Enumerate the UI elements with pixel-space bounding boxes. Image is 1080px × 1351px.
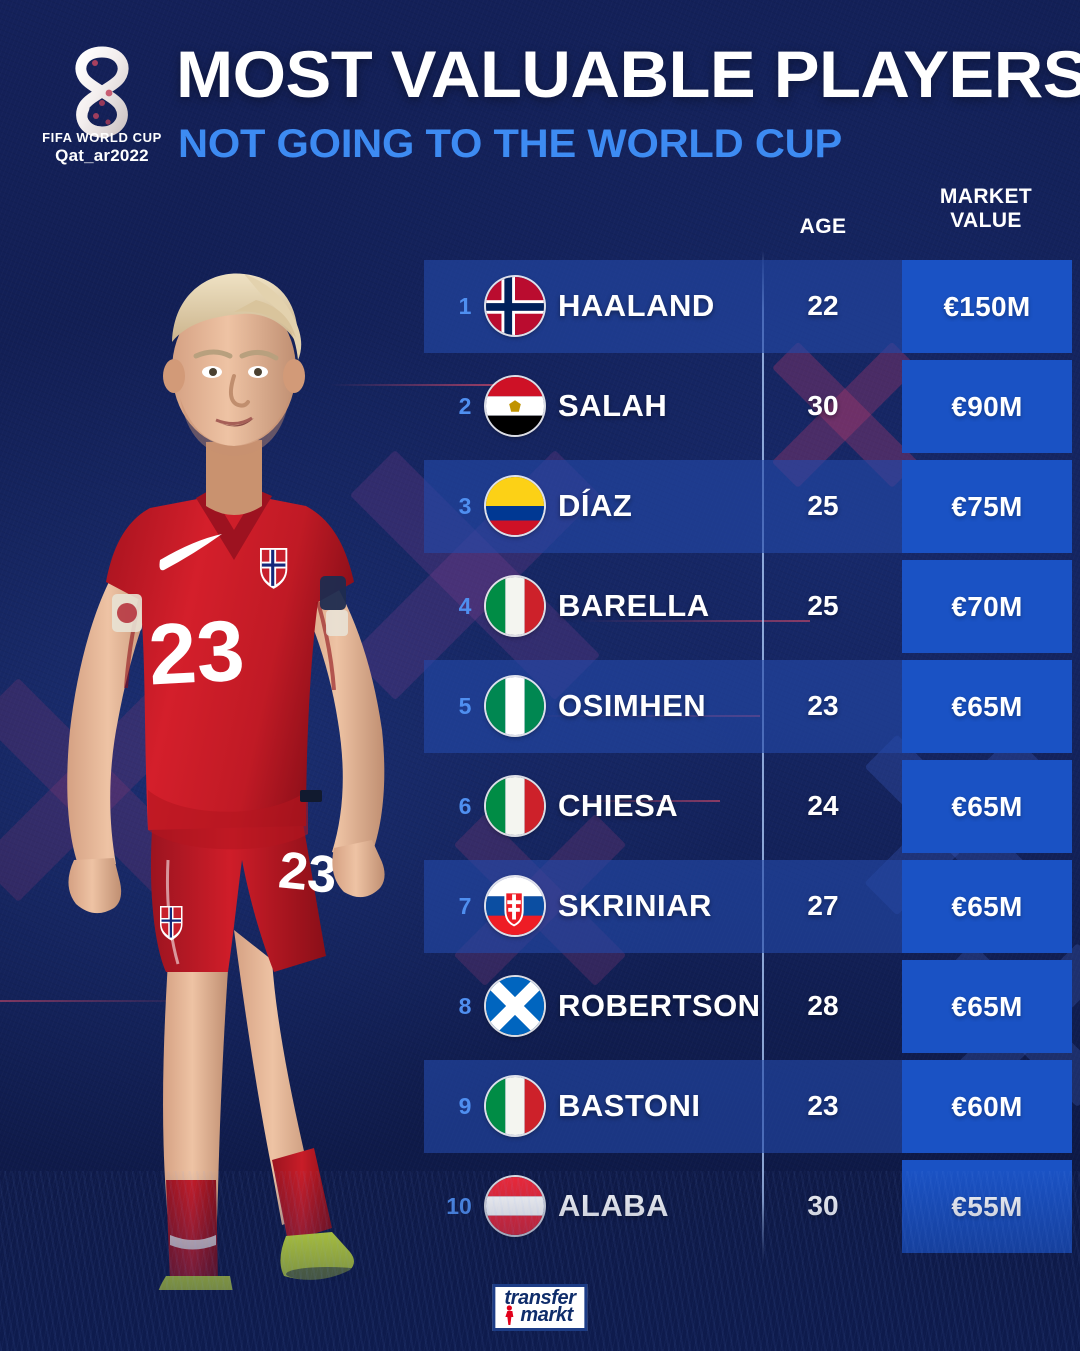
transfermarkt-logo[interactable]: transfer markt — [492, 1284, 588, 1332]
fifa-logo-line1: FIFA WORLD CUP — [42, 130, 162, 145]
row-rank: 1 — [458, 292, 472, 319]
player-market-value: €65M — [902, 860, 1072, 953]
column-header-age: AGE — [799, 215, 847, 238]
leaderboard-table: 1 HAALAND 22 €150M 2 SALAH 30 €90M 3 DÍA… — [424, 256, 1072, 1256]
transfermarkt-logo-line2: markt — [520, 1304, 573, 1327]
table-row[interactable]: 4 BARELLA 25 €70M — [424, 556, 1072, 656]
row-rank: 8 — [458, 992, 472, 1019]
table-row[interactable]: 1 HAALAND 22 €150M — [424, 256, 1072, 356]
player-photo-haaland: 23 — [20, 230, 440, 1323]
player-market-value: €70M — [902, 560, 1072, 653]
table-row[interactable]: 5 OSIMHEN 23 €65M — [424, 656, 1072, 756]
italy-flag-icon — [486, 577, 544, 635]
column-header-market-value: MARKET VALUE — [905, 185, 1067, 232]
row-rank: 9 — [458, 1092, 472, 1119]
player-market-value: €65M — [902, 760, 1072, 853]
streak-line — [560, 800, 720, 802]
player-age: 25 — [807, 490, 839, 521]
table-row[interactable]: 6 CHIESA 24 €65M — [424, 756, 1072, 856]
column-divider — [762, 250, 764, 1262]
player-name: ROBERTSON — [558, 988, 761, 1023]
scotland-flag-icon — [486, 977, 544, 1035]
svg-text:23: 23 — [146, 603, 247, 704]
player-name: BASTONI — [558, 1088, 701, 1123]
colombia-flag-icon — [486, 477, 544, 535]
table-row[interactable]: 8 ROBERTSON 28 €65M — [424, 956, 1072, 1056]
player-name: CHIESA — [558, 788, 679, 823]
player-name: SALAH — [558, 388, 668, 423]
streak-line — [0, 1000, 200, 1002]
player-age: 27 — [807, 890, 839, 921]
player-age: 28 — [807, 990, 839, 1021]
nigeria-flag-icon — [486, 677, 544, 735]
player-market-value: €90M — [902, 360, 1072, 453]
row-rank: 3 — [458, 492, 472, 519]
row-rank: 6 — [458, 792, 472, 819]
column-header-market-value-line1: MARKET — [939, 185, 1033, 208]
row-rank: 7 — [458, 892, 472, 919]
streak-line — [580, 620, 810, 622]
player-name: SKRINIAR — [558, 888, 712, 923]
egypt-flag-icon — [486, 377, 544, 435]
row-rank: 2 — [458, 392, 472, 419]
column-header-market-value-line2: VALUE — [950, 208, 1022, 232]
table-row[interactable]: 3 DÍAZ 25 €75M — [424, 456, 1072, 556]
austria-flag-icon — [486, 1177, 544, 1235]
table-row[interactable]: 7 SKRINIAR 27 €65M — [424, 856, 1072, 956]
table-row[interactable]: 9 BASTONI 23 €60M — [424, 1056, 1072, 1156]
row-rank: 10 — [446, 1192, 472, 1219]
fifa-world-cup-qatar-2022-logo: FIFA WORLD CUP Qat_ar2022 — [36, 44, 168, 174]
player-name: HAALAND — [558, 288, 715, 323]
page-title: MOST VALUABLE PLAYERS — [176, 37, 1080, 111]
player-name: ALABA — [558, 1188, 669, 1223]
player-age: 25 — [807, 590, 839, 621]
norway-flag-icon — [486, 277, 544, 335]
player-market-value: €55M — [902, 1160, 1072, 1253]
player-age: 30 — [807, 390, 839, 421]
slovakia-flag-icon — [486, 877, 544, 935]
transfermarkt-logo-line1: transfer — [504, 1287, 576, 1309]
player-age: 23 — [807, 690, 839, 721]
player-name: DÍAZ — [558, 488, 633, 523]
table-row[interactable]: 2 SALAH 30 €90M — [424, 356, 1072, 456]
player-age: 22 — [807, 290, 839, 321]
qatar-2022-loop-icon — [75, 46, 129, 138]
player-market-value: €65M — [902, 660, 1072, 753]
player-age: 23 — [807, 1090, 839, 1121]
transfermarkt-player-icon — [505, 1305, 514, 1326]
player-name: OSIMHEN — [558, 688, 707, 723]
fifa-logo-line2: Qat_ar2022 — [55, 146, 149, 165]
streak-line — [330, 384, 510, 386]
svg-text:23: 23 — [276, 841, 340, 905]
player-name: BARELLA — [558, 588, 710, 623]
row-rank: 5 — [458, 692, 472, 719]
row-rank: 4 — [458, 592, 472, 619]
player-market-value: €60M — [902, 1060, 1072, 1153]
italy-flag-icon — [486, 1077, 544, 1135]
player-age: 24 — [807, 790, 839, 821]
player-market-value: €65M — [902, 960, 1072, 1053]
player-market-value: €150M — [902, 260, 1072, 353]
page-subtitle: NOT GOING TO THE WORLD CUP — [178, 122, 843, 166]
player-age: 30 — [807, 1190, 839, 1221]
player-market-value: €75M — [902, 460, 1072, 553]
haaland-illustration: 23 — [67, 273, 385, 1323]
italy-flag-icon — [486, 777, 544, 835]
table-row[interactable]: 10 ALABA 30 €55M — [424, 1156, 1072, 1256]
